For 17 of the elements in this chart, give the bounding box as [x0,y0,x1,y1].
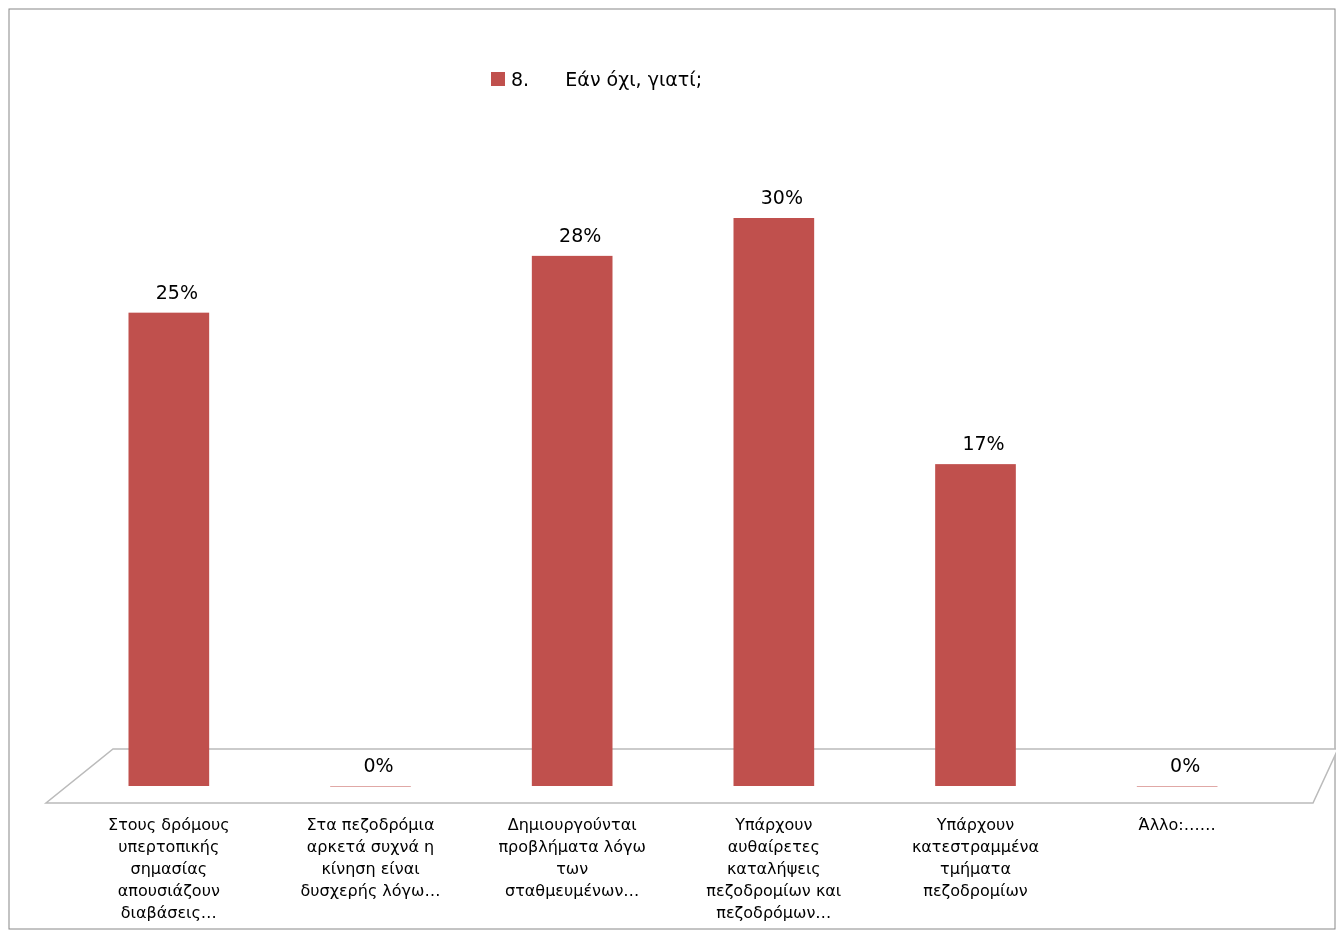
x-tick-label: Υπάρχουν αυθαίρετες καταλήψεις πεζοδρομίων και πεζοδρόμων… [706,815,842,922]
data-label: 17% [962,432,1005,455]
bar [733,218,815,786]
data-label: 28% [559,223,602,246]
x-tick-label: Στους δρόμους υπερτοπικής σημασίας απουσιάζουν διαβάσεις… [108,815,230,922]
data-label: 0% [1170,754,1201,776]
bar [531,255,613,786]
legend-label: 8. Εάν όχι, γιατί; [511,68,703,90]
data-label: 25% [155,280,198,303]
x-tick-label: Στα πεζοδρόμια αρκετά συχνά η κίνηση είναι δυσχερής λόγω… [300,815,441,900]
bar [935,464,1016,786]
data-label: 0% [363,754,394,776]
bar [128,312,210,786]
x-tick-label: Υπάρχουν κατεστραμμένα τμήματα πεζοδρομίων [911,815,1040,900]
x-tick-label: Άλλο:…… [1138,815,1216,834]
x-tick-label: Δημιουργούνται προβλήματα λόγω των σταθμευμένων… [498,815,646,900]
data-label: 30% [760,186,803,208]
